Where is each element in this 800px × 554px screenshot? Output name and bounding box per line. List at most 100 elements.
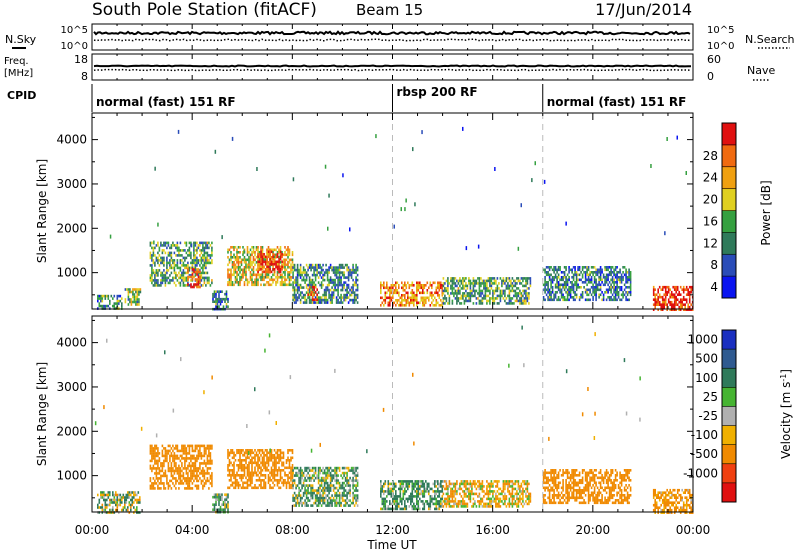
echo-cell (196, 278, 198, 281)
echo-cell (416, 289, 418, 292)
echo-cell (675, 288, 677, 291)
echo-cell (239, 464, 241, 467)
echo-cell (431, 497, 433, 501)
echo-cell (245, 263, 247, 267)
echo-cell (160, 477, 162, 480)
echo-cell (166, 276, 168, 280)
echo-cell (176, 449, 179, 453)
echo-cell (313, 281, 315, 284)
echo-cell (350, 466, 353, 470)
echo-cell (660, 305, 662, 309)
echo-cell (380, 485, 382, 488)
echo-cell (344, 281, 347, 284)
echo-cell (216, 493, 219, 496)
echo-cell (270, 258, 273, 262)
echo-cell (610, 271, 612, 274)
echo-cell (660, 308, 662, 311)
echo-cell (291, 253, 294, 257)
echo-cell (305, 484, 308, 487)
echo-cell (508, 297, 511, 300)
echo-cell (281, 251, 283, 254)
echo-cell (242, 474, 244, 477)
echo-cell (341, 496, 344, 500)
echo-cell (623, 283, 626, 287)
echo-cell (383, 482, 385, 486)
echo-cell (554, 273, 557, 277)
echo-cell (673, 293, 676, 296)
echo-cell (311, 298, 314, 301)
echo-cell (295, 296, 297, 299)
echo-cell (267, 261, 270, 264)
echo-cell (383, 284, 385, 287)
echo-cell (550, 293, 552, 297)
echo-cell (203, 482, 206, 485)
echo-cell (510, 282, 512, 285)
echo-cell (154, 472, 156, 475)
echo-cell (629, 283, 632, 287)
echo-cell (599, 268, 602, 272)
echo-cell (115, 491, 117, 494)
echo-cell (340, 494, 342, 497)
echo-cell (523, 277, 526, 280)
echo-cell (257, 466, 259, 470)
echo-cell (243, 261, 246, 264)
echo-cell (242, 464, 244, 467)
echo-cell (347, 283, 350, 287)
echo-cell (565, 276, 567, 279)
echo-cell (383, 490, 385, 493)
echo-cell (331, 476, 333, 480)
echo-cell (206, 477, 209, 480)
echo-cell (595, 281, 597, 284)
echo-cell (489, 279, 491, 283)
echo-cell (246, 248, 249, 252)
echo-cell (353, 469, 356, 472)
echo-cell (387, 301, 390, 305)
echo-cell (197, 487, 200, 490)
echo-cell (434, 482, 436, 486)
echo-cell (520, 292, 523, 295)
echo-cell (188, 479, 191, 483)
echo-cell (199, 477, 201, 480)
echo-cell (399, 485, 402, 488)
echo-cell (422, 291, 424, 295)
echo-cell (392, 294, 394, 297)
echo-cell (589, 281, 591, 284)
echo-cell (237, 466, 240, 470)
echo-cell (401, 485, 403, 488)
echo-cell (346, 496, 348, 500)
echo-cell (184, 467, 186, 470)
echo-cell (595, 298, 597, 302)
echo-cell (332, 291, 335, 294)
echo-cell (396, 289, 399, 292)
echo-cell (501, 292, 503, 295)
echo-cell (249, 449, 252, 452)
echo-cell (547, 286, 549, 289)
echo-cell (423, 495, 426, 498)
echo-cell (328, 278, 330, 282)
echo-cell (529, 277, 532, 280)
echo-cell (225, 290, 228, 293)
echo-cell (284, 474, 286, 477)
echo-cell (425, 500, 427, 503)
echo-cell (137, 491, 140, 494)
echo-cell (206, 276, 209, 280)
echo-cell (301, 296, 303, 299)
echo-cell (422, 289, 424, 292)
echo-cell (416, 304, 418, 307)
echo-cell (384, 502, 387, 506)
echo-cell (310, 494, 312, 497)
echo-cell (664, 285, 667, 289)
echo-cell (193, 268, 195, 271)
echo-cell (254, 273, 256, 277)
echo-cell (401, 304, 403, 307)
echo-cell (513, 294, 515, 298)
echo-cell (208, 467, 210, 470)
echo-cell (284, 251, 286, 254)
echo-cell (149, 244, 152, 247)
echo-cell (191, 261, 194, 265)
echo-cell (320, 301, 323, 304)
echo-cell (317, 499, 320, 502)
echo-cell (581, 268, 584, 272)
echo-cell (628, 278, 630, 282)
echo-cell (492, 294, 494, 298)
